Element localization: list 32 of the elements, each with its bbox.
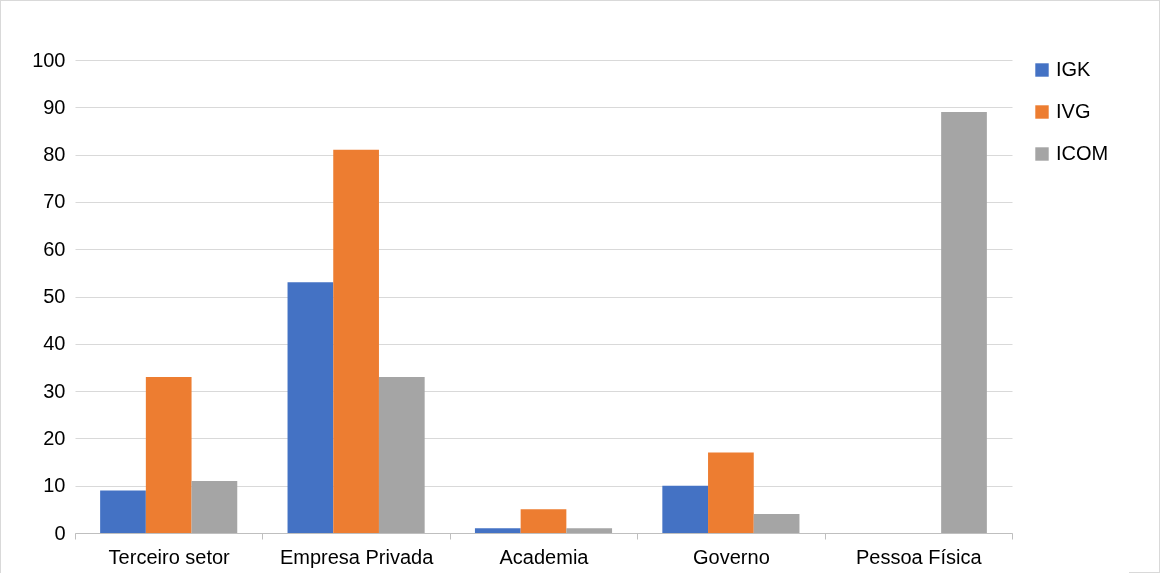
bar [941, 112, 987, 533]
legend-label: ICOM [1056, 142, 1109, 164]
bar [566, 528, 613, 533]
x-tick-label: Pessoa Física [856, 545, 983, 568]
x-tick-label: Empresa Privada [279, 545, 435, 568]
bar [708, 452, 754, 533]
legend-label: IVG [1056, 100, 1091, 122]
x-tick-label: Governo [693, 545, 770, 568]
y-tick-label: 80 [43, 143, 66, 166]
bar [145, 376, 192, 533]
bar [287, 282, 334, 533]
y-tick-label: 0 [54, 521, 66, 544]
x-tick-label: Academia [499, 545, 590, 568]
bar [753, 514, 800, 533]
y-tick-label: 40 [43, 332, 66, 355]
bar [333, 149, 379, 533]
y-tick-label: 60 [43, 237, 66, 260]
legend-label: IGK [1056, 58, 1092, 80]
bar [191, 480, 238, 533]
y-tick-label: 70 [43, 190, 66, 213]
y-tick-label: 100 [32, 48, 66, 71]
bar [520, 509, 567, 533]
x-tick-label: Terceiro setor [108, 545, 231, 568]
y-tick-label: 30 [43, 379, 66, 402]
y-tick-label: 20 [43, 426, 66, 449]
y-tick-label: 10 [43, 474, 66, 497]
bar [474, 528, 521, 533]
y-tick-label: 90 [43, 95, 66, 118]
bar [662, 485, 709, 533]
y-tick-label: 50 [43, 285, 66, 307]
bar [378, 376, 425, 533]
bar [100, 490, 146, 533]
